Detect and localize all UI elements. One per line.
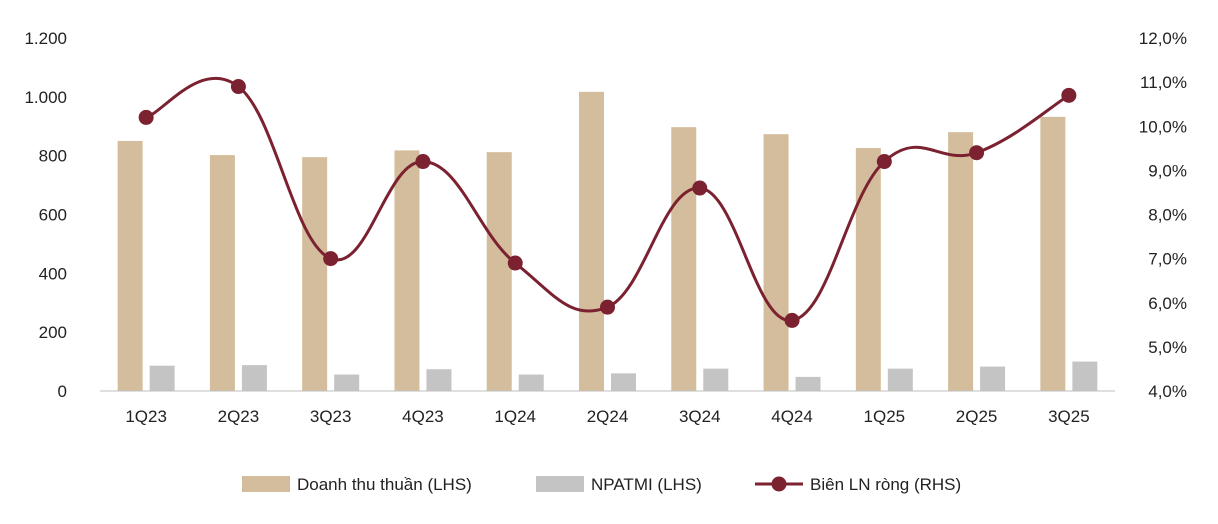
revenue-bar-2q24 [579,91,604,392]
revenue-bar-1q23 [117,140,143,391]
revenue-bar-1q24 [486,152,512,391]
revenue-bar-2q23 [209,155,235,391]
x-tick-label-4q23: 4Q23 [402,407,444,426]
net-margin-series [138,77,1077,328]
npatmi-bar-2q24 [611,373,636,391]
net-margin-point-1q25 [876,154,892,170]
x-tick-label-3q25: 3Q25 [1048,407,1090,426]
net-margin-line [145,77,1070,322]
revenue-bars [117,91,1066,392]
npatmi-bar-1q23 [149,365,175,391]
left-axis-tick-labels: 0 200 400 600 800 1.000 1.200 [24,29,67,401]
net-margin-point-3q23 [323,251,339,267]
right-tick-label: 9,0% [1148,161,1187,180]
npatmi-bar-2q23 [241,365,267,391]
net-margin-point-4q24 [784,312,800,328]
left-tick-label: 400 [39,264,67,283]
net-margin-point-2q23 [230,79,246,95]
npatmi-bar-1q24 [518,374,544,391]
legend-label-npatmi: NPATMI (LHS) [591,475,702,494]
x-tick-label-2q24: 2Q24 [587,407,629,426]
legend: Doanh thu thuần (LHS) NPATMI (LHS) Biên LN… [242,475,961,494]
revenue-bar-2q25 [948,132,974,391]
legend-swatch-npatmi [536,476,584,492]
left-tick-label: 600 [39,206,67,225]
legend-label-revenue: Doanh thu thuần (LHS) [297,475,472,494]
revenue-bar-1q25 [855,148,881,391]
x-tick-label-3q23: 3Q23 [310,407,352,426]
net-margin-point-1q24 [507,255,523,271]
legend-swatch-revenue [242,476,290,492]
left-tick-label: 200 [39,323,67,342]
net-margin-point-4q23 [415,154,431,170]
npatmi-bar-3q25 [1072,361,1098,391]
left-tick-label: 1.200 [24,29,67,48]
right-tick-label: 6,0% [1148,294,1187,313]
right-axis-tick-labels: 4,0% 5,0% 6,0% 7,0% 8,0% 9,0% 10,0% 11,0% 12,0% [1139,29,1187,401]
revenue-bar-4q24 [763,134,789,391]
x-tick-label-4q24: 4Q24 [771,407,813,426]
npatmi-bar-4q23 [426,369,452,391]
legend-label-net-margin: Biên LN ròng (RHS) [810,475,961,494]
left-tick-label: 800 [39,147,67,166]
legend-swatch-net-margin-marker [771,476,787,492]
x-tick-label-2q25: 2Q25 [956,407,998,426]
net-margin-point-3q25 [1061,87,1077,103]
net-margin-point-1q23 [138,109,154,125]
right-tick-label: 8,0% [1148,206,1187,225]
right-tick-label: 11,0% [1140,73,1187,92]
x-tick-label-3q24: 3Q24 [679,407,721,426]
x-tick-label-1q23: 1Q23 [125,407,167,426]
npatmi-bar-3q23 [334,374,360,391]
npatmi-bar-4q24 [795,376,821,391]
x-tick-label-2q23: 2Q23 [218,407,260,426]
net-margin-point-2q25 [969,145,985,161]
left-tick-label: 0 [58,382,67,401]
net-margin-point-3q24 [692,180,708,196]
npatmi-bar-3q24 [703,368,729,391]
npatmi-bar-2q25 [980,366,1006,391]
x-tick-label-1q24: 1Q24 [494,407,536,426]
x-axis-tick-labels: 1Q23 2Q23 3Q23 4Q23 1Q24 2Q24 3Q24 4Q24 1Q25 2Q25… [125,407,1089,426]
right-tick-label: 4,0% [1148,382,1187,401]
revenue-bar-3q25 [1040,116,1066,391]
right-tick-label: 10,0% [1139,117,1187,136]
net-margin-point-2q24 [600,299,615,315]
right-tick-label: 7,0% [1148,250,1187,269]
right-tick-label: 12,0% [1139,29,1187,48]
left-tick-label: 1.000 [24,88,67,107]
revenue-bar-4q23 [394,150,420,391]
x-tick-label-1q25: 1Q25 [864,407,906,426]
revenue-bar-3q23 [302,157,328,391]
revenue-bar-3q24 [671,127,697,391]
npatmi-bars [149,361,1098,391]
npatmi-bar-1q25 [887,368,913,391]
right-tick-label: 5,0% [1148,338,1187,357]
